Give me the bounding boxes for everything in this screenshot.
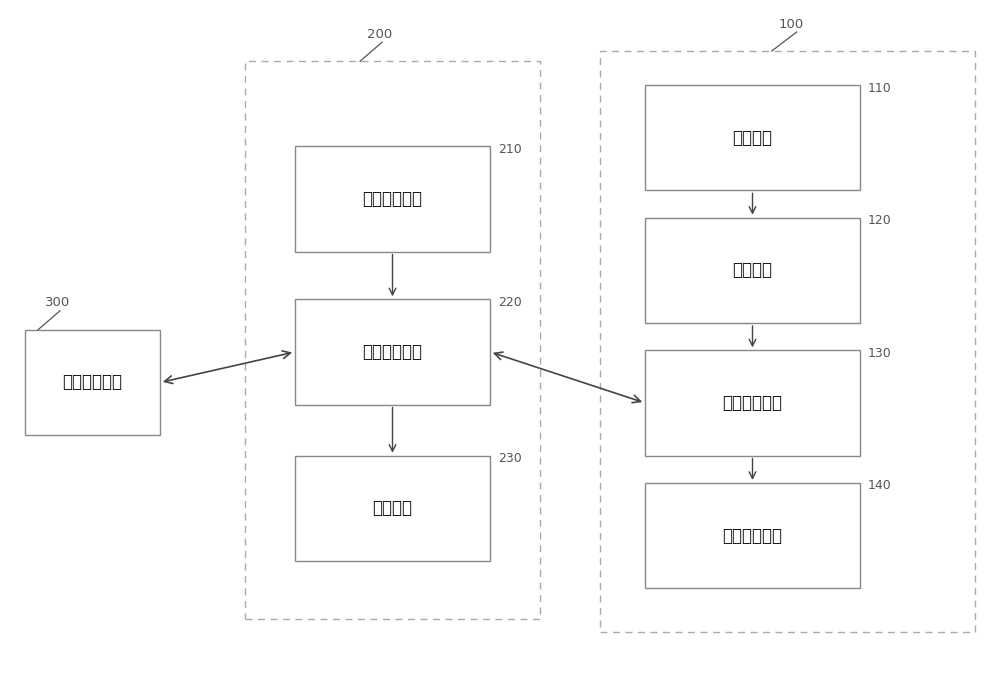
Bar — [645, 218, 860, 323]
Bar — [295, 299, 490, 405]
Text: 220: 220 — [498, 296, 522, 309]
Text: 第一通讯模块: 第一通讯模块 — [723, 394, 783, 412]
Bar — [295, 456, 490, 561]
Text: 200: 200 — [367, 28, 392, 41]
Bar — [645, 483, 860, 588]
Text: 130: 130 — [868, 347, 892, 360]
Bar — [645, 350, 860, 456]
Text: 充电模块: 充电模块 — [733, 129, 773, 147]
Text: 用户通讯设备: 用户通讯设备 — [62, 373, 122, 392]
Bar — [295, 146, 490, 252]
Text: 电量检测模块: 电量检测模块 — [723, 526, 783, 545]
Text: 110: 110 — [868, 82, 892, 95]
Text: 计量模块: 计量模块 — [733, 261, 773, 279]
Bar — [645, 85, 860, 190]
Bar — [25, 330, 160, 435]
Text: 210: 210 — [498, 143, 522, 156]
Bar — [245, 61, 540, 619]
Text: 120: 120 — [868, 214, 892, 227]
Text: 第二通讯模块: 第二通讯模块 — [362, 190, 422, 208]
Text: 300: 300 — [45, 296, 70, 309]
Text: 收费模块: 收费模块 — [372, 499, 412, 517]
Bar — [600, 51, 975, 632]
Text: 140: 140 — [868, 479, 892, 492]
Text: 100: 100 — [779, 18, 804, 31]
Text: 230: 230 — [498, 452, 522, 465]
Text: 第三通讯模块: 第三通讯模块 — [362, 343, 422, 361]
